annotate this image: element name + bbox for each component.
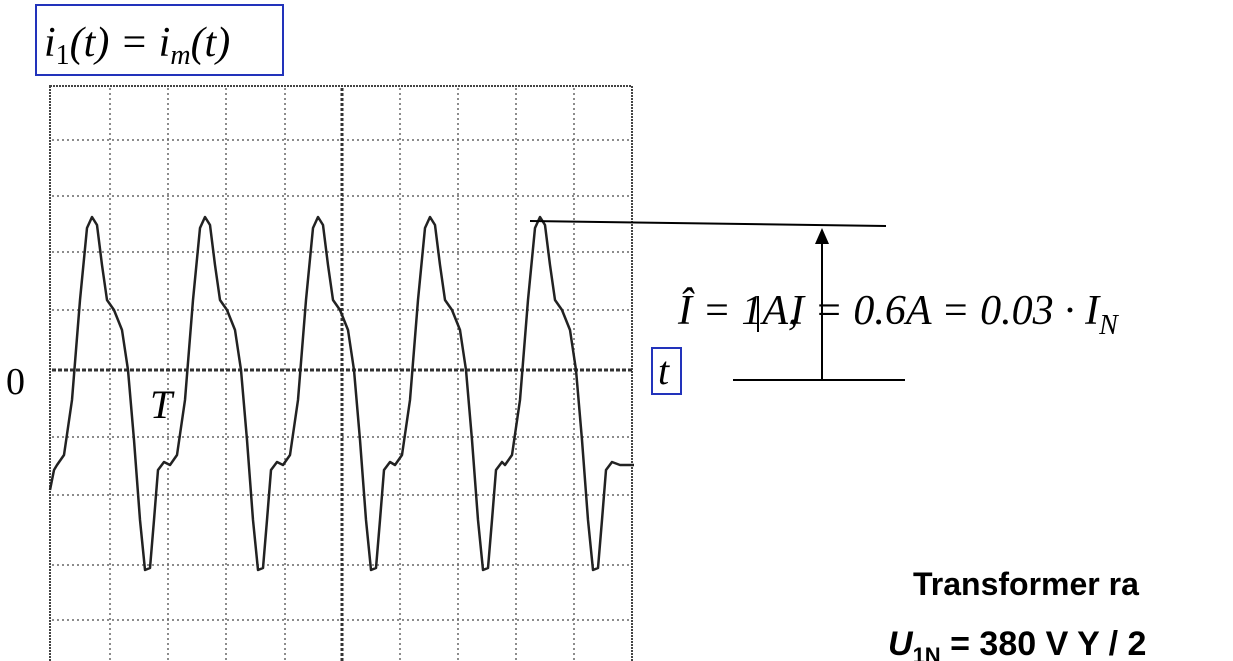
rms-sub: N (1098, 310, 1119, 341)
label-sub: 1 (56, 40, 70, 71)
oscilloscope (50, 86, 634, 661)
rating-part: U (888, 625, 914, 661)
label-part: i (159, 20, 171, 66)
label-sub: m (170, 40, 190, 71)
label-part: (t) (191, 20, 231, 66)
peak-value: Î = 1A, (677, 287, 798, 334)
rating-sub: 1N (913, 643, 941, 661)
rms-value: I = 0.6A = 0.03 · IN (789, 288, 1119, 341)
rating-part: = 380 V Y / 2 (941, 625, 1147, 661)
period-label: T (150, 382, 175, 427)
rms-part: I = 0.6A = 0.03 · I (789, 288, 1101, 334)
slide: i1(t) = im(t) 0 T t Î = 1A, I = 0.6A = 0… (0, 0, 1233, 661)
rating-title: Transformer ra (913, 566, 1139, 602)
zero-label: 0 (6, 361, 25, 403)
label-part: (t) = (70, 20, 159, 66)
current-label: i1(t) = im(t) (44, 20, 230, 71)
time-label: t (658, 348, 670, 393)
label-part: i (44, 20, 56, 66)
page: {"scope": {"label": ["i", "1", "(t) = ",… (0, 0, 1233, 661)
